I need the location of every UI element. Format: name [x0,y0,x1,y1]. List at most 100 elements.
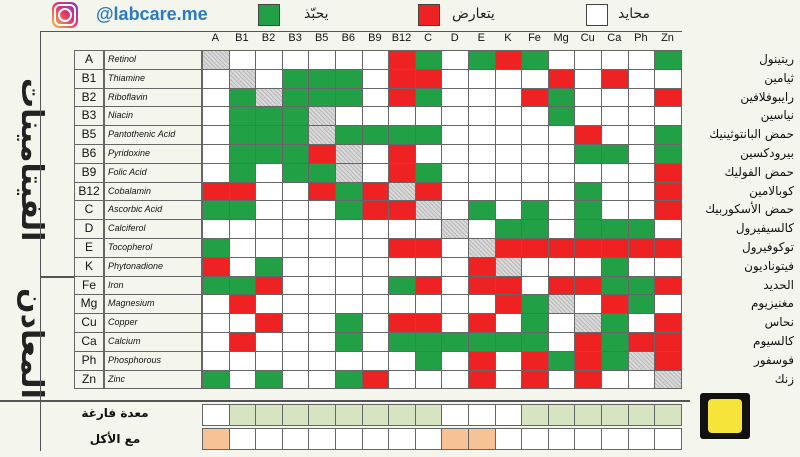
interaction-cell [654,125,682,145]
timing-cell [494,428,523,450]
interaction-cell [627,313,656,333]
interaction-cell [335,350,363,371]
interaction-cell [308,219,336,239]
timing-cell [441,428,469,450]
timing-cell [601,428,629,450]
column-header: K [504,32,512,44]
interaction-cell [202,275,230,296]
column-header: Ca [607,32,622,44]
row-symbol: E [84,240,93,254]
interaction-cell [228,313,257,333]
interaction-cell [388,313,416,333]
interaction-cell [281,238,310,258]
interaction-cell [547,106,576,127]
column-header: B1 [235,32,249,44]
interaction-cell [388,50,416,70]
row-arabic-name: كالسيوم [753,334,794,348]
row-english-name: Phytonadione [108,260,164,271]
interaction-cell [202,68,230,89]
vitamins-side-label: الفيتامينات [14,78,49,242]
row-arabic-name: حمض الأسكوربيك [705,202,794,217]
interaction-cell [654,332,682,352]
snapchat-qr-badge [700,393,750,439]
timing-cell [308,428,336,450]
interaction-cell [627,50,656,70]
interaction-cell [308,125,336,145]
row-label-frame [74,313,104,333]
interaction-cell [228,256,257,277]
interaction-cell [468,332,496,352]
interaction-cell [361,350,390,371]
row-name-frame [104,350,202,371]
row-arabic-name: نياسين [760,108,794,123]
row-arabic-name: كوبالامين [749,183,794,198]
row-name-frame [104,144,202,164]
interaction-cell [654,256,682,277]
column-header: B5 [314,32,329,44]
interaction-cell [202,369,230,390]
column-header: Cu [580,32,595,44]
interaction-cell [388,256,416,277]
column-header: Zn [661,32,674,44]
interaction-cell [494,294,523,315]
row-label-frame [74,294,104,315]
column-header: Fe [528,32,541,44]
interaction-cell [335,200,363,221]
interaction-cell [521,256,549,277]
interaction-cell [547,294,576,315]
row-english-name: Folic Acid [108,166,147,177]
interaction-cell [574,87,602,108]
interaction-cell [202,144,230,164]
row-name-frame [104,369,202,390]
interaction-cell [255,106,283,127]
interaction-cell [281,369,310,390]
interaction-cell [547,256,576,277]
timing-cell [255,428,283,450]
row-english-name: Magnesium [108,298,155,309]
timing-cell [335,428,363,450]
row-symbol: Mg [80,296,98,311]
interaction-cell [601,256,629,277]
column-header: A [211,32,219,44]
timing-cell [281,404,310,426]
interaction-cell [601,50,629,70]
interaction-cell [335,294,363,315]
row-english-name: Iron [108,279,124,290]
row-arabic-name: نحاس [764,315,794,330]
row-name-frame [104,181,202,202]
interaction-cell [414,68,443,89]
row-symbol: K [84,258,93,273]
interaction-cell [361,275,390,296]
interaction-cell [202,200,230,221]
interaction-cell [521,144,549,164]
interaction-cell [441,181,469,202]
interaction-cell [468,87,496,108]
row-label-frame [74,87,104,108]
row-label-frame [74,219,104,239]
legend-swatch-conflict [418,4,440,26]
interaction-cell [627,87,656,108]
interaction-cell [414,294,443,315]
interaction-cell [574,238,602,258]
timing-cell [361,404,390,426]
interaction-cell [627,181,656,202]
interaction-cell [281,275,310,296]
interaction-cell [654,275,682,296]
section-divider [40,275,74,278]
interaction-cell [654,144,682,164]
interaction-cell [574,50,602,70]
interaction-cell [255,87,283,108]
interaction-cell [574,144,602,164]
timing-cell [574,428,602,450]
row-english-name: Thiamine [108,72,146,83]
interaction-cell [441,68,469,89]
row-label-frame [74,68,104,89]
interaction-cell [228,181,257,202]
interaction-cell [361,181,390,202]
interaction-cell [414,275,443,296]
interaction-cell [468,275,496,296]
interaction-cell [388,332,416,352]
interaction-cell [521,125,549,145]
interaction-cell [361,50,390,70]
row-name-frame [104,238,202,258]
